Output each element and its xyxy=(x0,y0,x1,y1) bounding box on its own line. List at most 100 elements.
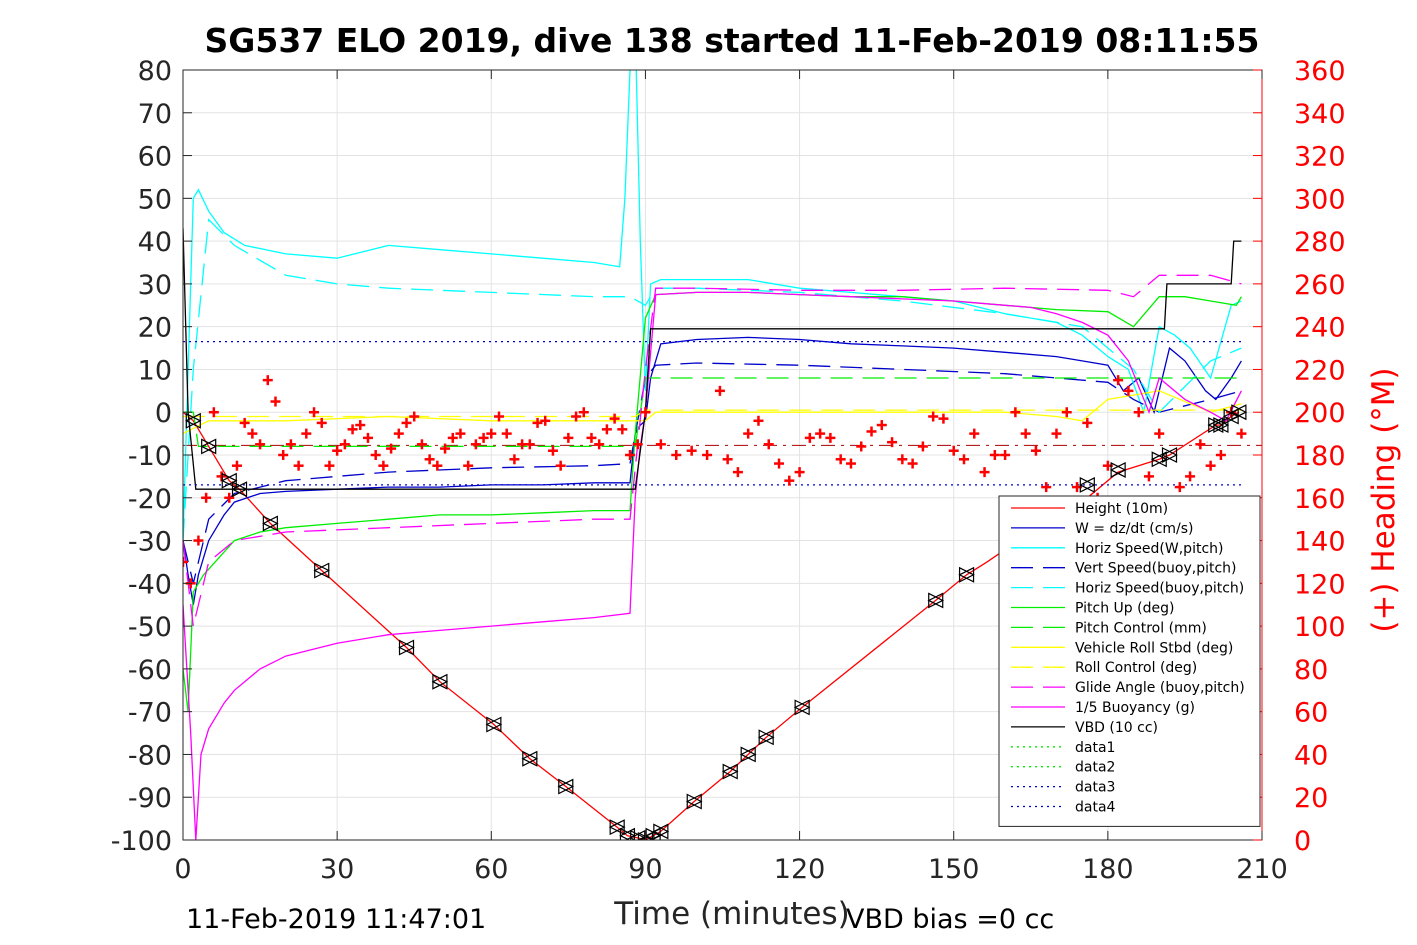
x-tick-label: 150 xyxy=(928,854,980,885)
heading-marker xyxy=(1030,445,1041,456)
depth-marker-left-triangle xyxy=(1212,417,1229,434)
depth-marker xyxy=(262,515,279,532)
heading-marker xyxy=(493,411,504,422)
heading-marker xyxy=(804,432,815,443)
series-line-10 xyxy=(183,291,1242,840)
series-line-2 xyxy=(183,70,1242,541)
depth-marker xyxy=(652,823,670,840)
x-tick-label: 210 xyxy=(1236,854,1288,885)
depth-marker xyxy=(1207,417,1225,434)
heading-marker xyxy=(1082,417,1093,428)
heading-marker xyxy=(332,445,343,456)
depth-marker-left-triangle xyxy=(1150,451,1167,468)
heading-marker xyxy=(835,454,846,465)
heading-marker xyxy=(1113,375,1124,386)
y-right-tick-label: 180 xyxy=(1294,441,1346,472)
series-line-5 xyxy=(183,291,1242,712)
y-right-tick-label: 40 xyxy=(1294,740,1328,771)
depth-marker xyxy=(739,746,757,763)
depth-marker xyxy=(220,472,238,489)
x-tick-label: 0 xyxy=(174,854,191,885)
y-right-tick-label: 320 xyxy=(1294,142,1346,173)
heading-marker xyxy=(309,407,320,418)
plot-area xyxy=(183,70,1262,840)
depth-marker-left-triangle xyxy=(721,763,738,780)
depth-marker xyxy=(685,793,703,810)
heading-marker xyxy=(301,428,312,439)
depth-marker xyxy=(1230,404,1248,421)
heading-marker xyxy=(917,441,928,452)
depth-marker-left-triangle xyxy=(220,472,237,489)
y-tick-label: 80 xyxy=(138,56,172,87)
y-tick-label: -50 xyxy=(128,612,172,643)
y-right-tick-label: 200 xyxy=(1294,398,1346,429)
depth-marker xyxy=(521,750,539,767)
y-right-tick-label: 60 xyxy=(1294,698,1328,729)
heading-marker xyxy=(1041,482,1052,493)
heading-marker xyxy=(416,439,427,450)
x-tick-label: 90 xyxy=(628,854,662,885)
depth-marker xyxy=(313,562,331,579)
heading-marker xyxy=(393,428,404,439)
y-right-tick-label: 120 xyxy=(1294,569,1346,600)
heading-marker xyxy=(825,432,836,443)
series-line-7 xyxy=(183,390,1242,435)
legend-label-2: Horiz Speed(W,pitch) xyxy=(1075,541,1223,557)
heading-marker xyxy=(671,450,682,460)
heading-marker xyxy=(753,415,764,426)
heading-marker xyxy=(478,432,489,443)
heading-marker xyxy=(440,443,451,454)
heading-marker xyxy=(594,439,605,450)
depth-marker xyxy=(1078,476,1096,493)
legend-label-13: data2 xyxy=(1075,760,1115,776)
heading-marker xyxy=(586,432,597,443)
heading-marker xyxy=(239,417,250,428)
heading-marker xyxy=(370,450,381,460)
depth-marker xyxy=(757,729,775,746)
y-tick-label: -100 xyxy=(111,826,172,857)
footer-vbd-bias: VBD bias =0 cc xyxy=(846,904,1054,935)
y-right-tick-label: 0 xyxy=(1294,826,1311,857)
y-right-tick-label: 260 xyxy=(1294,270,1346,301)
heading-marker xyxy=(270,396,281,407)
heading-marker xyxy=(702,450,713,460)
heading-marker xyxy=(856,441,867,452)
legend-label-3: Vert Speed(buoy,pitch) xyxy=(1075,561,1237,577)
heading-marker xyxy=(794,467,805,478)
heading-marker xyxy=(578,407,589,418)
series-line-11 xyxy=(183,228,1242,490)
depth-marker xyxy=(1161,447,1178,463)
heading-marker xyxy=(1143,471,1154,482)
heading-marker xyxy=(774,458,785,469)
heading-marker xyxy=(732,467,743,478)
y-tick-label: 50 xyxy=(138,184,172,215)
series-line-3 xyxy=(183,362,1242,584)
heading-marker xyxy=(815,428,826,439)
legend-label-11: VBD (10 cc) xyxy=(1075,720,1158,736)
heading-marker xyxy=(632,439,643,450)
heading-marker xyxy=(928,411,939,422)
depth-marker xyxy=(721,763,739,780)
heading-marker xyxy=(609,413,620,424)
heading-marker xyxy=(1000,450,1011,460)
y-tick-label: 0 xyxy=(155,398,172,429)
heading-marker xyxy=(1195,439,1206,450)
heading-marker xyxy=(540,415,551,426)
y-tick-label: 10 xyxy=(138,355,172,386)
heading-marker xyxy=(655,439,666,450)
depth-marker xyxy=(1212,417,1230,434)
y-right-tick-label: 80 xyxy=(1294,655,1328,686)
heading-marker xyxy=(1020,428,1031,439)
x-tick-label: 180 xyxy=(1082,854,1134,885)
heading-marker xyxy=(362,432,373,443)
y-tick-label: 20 xyxy=(138,313,172,344)
heading-marker xyxy=(1010,407,1021,418)
y-right-tick-label: 280 xyxy=(1294,227,1346,258)
y-tick-label: -40 xyxy=(128,569,172,600)
y-tick-label: -70 xyxy=(128,698,172,729)
y-right-tick-label: 240 xyxy=(1294,313,1346,344)
depth-marker-left-triangle xyxy=(608,819,625,836)
heading-marker xyxy=(532,417,543,428)
heading-marker xyxy=(293,460,304,471)
